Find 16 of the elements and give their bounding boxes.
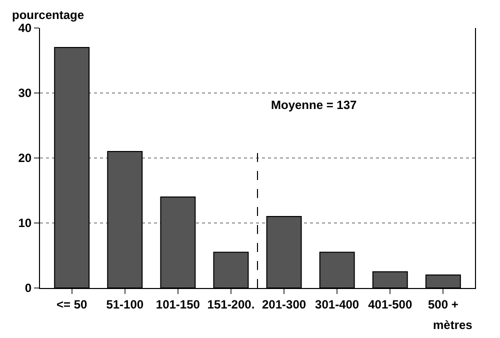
y-axis-title: pourcentage xyxy=(12,8,84,22)
x-axis-title: mètres xyxy=(433,318,473,332)
x-tick-label: 301-400 xyxy=(315,297,360,312)
x-tick-label: 401-500 xyxy=(368,297,412,312)
x-tick-label: <= 50 xyxy=(56,297,88,312)
y-tick-label: 10 xyxy=(18,216,32,230)
x-tick-label: 201-300 xyxy=(262,297,306,312)
y-tick-label: 20 xyxy=(18,151,32,166)
y-tick-label: 0 xyxy=(24,281,32,296)
y-tick-label: 40 xyxy=(18,21,32,36)
x-tick-label: 151-200. xyxy=(207,297,255,312)
y-tick-label: 30 xyxy=(18,86,32,100)
x-tick-label: 101-150 xyxy=(156,297,200,312)
x-tick-label: 500 + xyxy=(428,297,458,312)
x-tick-label: 51-100 xyxy=(106,297,144,312)
annotation: Moyenne = 137 xyxy=(271,98,358,112)
